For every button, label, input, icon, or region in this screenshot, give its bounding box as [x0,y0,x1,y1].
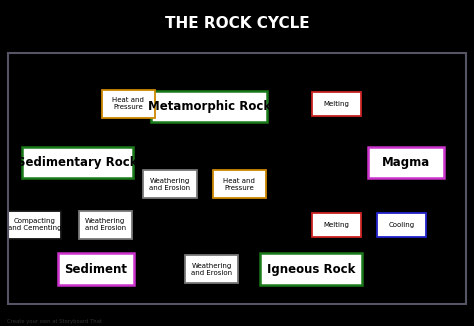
FancyBboxPatch shape [312,92,361,116]
FancyBboxPatch shape [377,213,426,237]
Text: Igneous Rock: Igneous Rock [267,263,355,276]
FancyBboxPatch shape [185,255,238,283]
Text: Cooling: Cooling [388,222,414,228]
FancyBboxPatch shape [368,146,444,178]
FancyBboxPatch shape [58,253,134,285]
FancyBboxPatch shape [22,146,133,178]
Text: Weathering
and Erosion: Weathering and Erosion [84,218,126,231]
FancyBboxPatch shape [8,211,62,239]
Text: Melting: Melting [324,222,349,228]
Text: Heat and
Pressure: Heat and Pressure [223,178,255,190]
Text: Create your own at Storyboard That: Create your own at Storyboard That [7,319,102,324]
FancyBboxPatch shape [79,211,132,239]
FancyBboxPatch shape [312,213,361,237]
FancyBboxPatch shape [151,91,267,122]
Text: Metamorphic Rock: Metamorphic Rock [148,100,271,113]
FancyBboxPatch shape [143,170,197,198]
Text: Compacting
and Cementing: Compacting and Cementing [8,218,62,231]
Text: Sediment: Sediment [64,263,128,276]
Text: Weathering
and Erosion: Weathering and Erosion [191,263,232,276]
Text: THE ROCK CYCLE: THE ROCK CYCLE [164,16,310,31]
FancyBboxPatch shape [102,90,155,118]
Text: Weathering
and Erosion: Weathering and Erosion [149,178,191,190]
FancyBboxPatch shape [213,170,266,198]
Text: Melting: Melting [324,101,349,107]
Text: Sedimentary Rock: Sedimentary Rock [17,156,137,169]
FancyBboxPatch shape [260,253,362,285]
Text: Magma: Magma [382,156,430,169]
Text: Heat and
Pressure: Heat and Pressure [112,97,144,111]
